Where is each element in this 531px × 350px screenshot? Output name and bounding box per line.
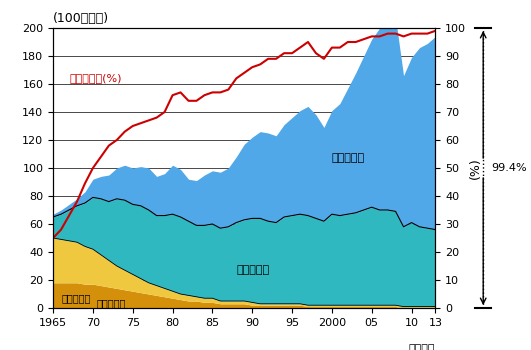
Text: （年度）: （年度） [409, 344, 435, 350]
Text: 国内原料炭: 国内原料炭 [61, 293, 90, 303]
Y-axis label: (%): (%) [469, 157, 482, 179]
Text: 輸入一般炭: 輸入一般炭 [332, 153, 365, 163]
Text: (100万トン): (100万トン) [53, 12, 109, 25]
Text: 国内一般炭: 国内一般炭 [97, 298, 126, 308]
Text: 輸入炭比率(%): 輸入炭比率(%) [69, 73, 122, 83]
Text: 99.4%: 99.4% [491, 163, 527, 173]
Text: 輸入原料炭: 輸入原料炭 [236, 265, 269, 275]
